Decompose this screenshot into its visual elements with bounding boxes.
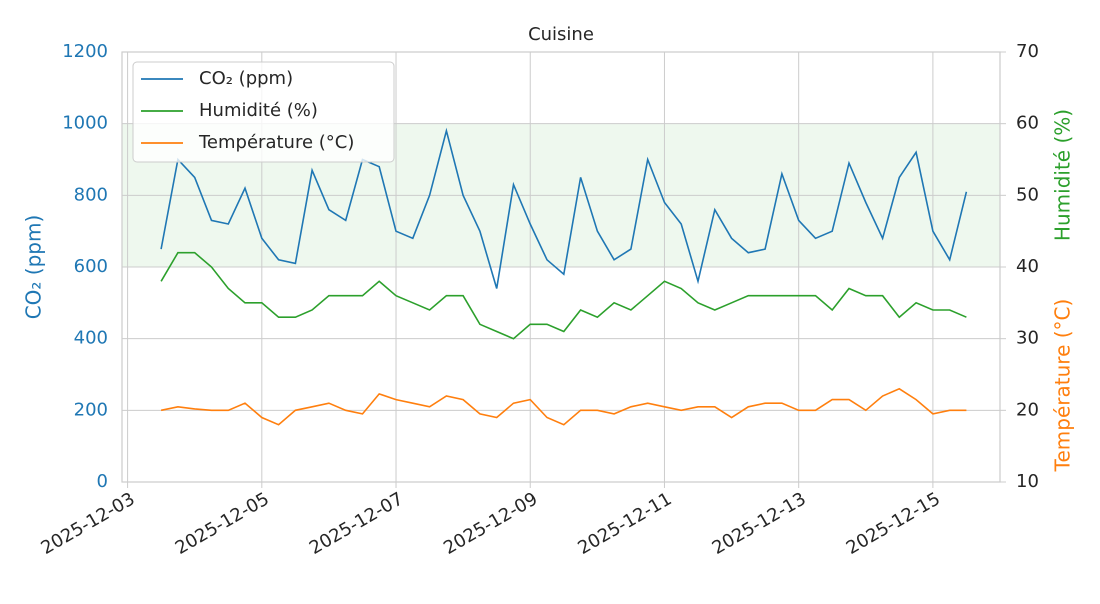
y2-axis-label: Humidité (%): [1051, 109, 1075, 241]
y-tick-label: 600: [74, 256, 108, 277]
x-tick-label: 2025-12-11: [574, 488, 675, 558]
y-tick-label: 1200: [62, 41, 108, 62]
x-tick-label: 2025-12-15: [843, 488, 944, 558]
y2-tick-label: 60: [1016, 113, 1039, 134]
x-tick-label: 2025-12-09: [440, 488, 541, 558]
y2-tick-label: 30: [1016, 328, 1039, 349]
x-tick-label: 2025-12-13: [709, 488, 810, 558]
x-tick-label: 2025-12-03: [37, 488, 138, 558]
series-line: [160, 127, 968, 289]
series-line: [160, 251, 967, 340]
y-axis-label: CO₂ (ppm): [22, 215, 46, 320]
series-line: [160, 387, 967, 426]
y-tick-label: 1000: [62, 113, 108, 134]
y-tick-label: 800: [74, 184, 108, 205]
x-tick-label: 2025-12-07: [306, 488, 407, 558]
x-tick-label: 2025-12-05: [172, 488, 273, 558]
y-tick-label: 200: [74, 399, 108, 420]
y2-tick-label: 70: [1016, 41, 1039, 62]
legend-label: CO₂ (ppm): [199, 68, 293, 89]
y2-tick-label: 10: [1016, 471, 1039, 492]
y-tick-label: 400: [74, 328, 108, 349]
legend-label: Température (°C): [198, 132, 354, 153]
y2-tick-label: 40: [1016, 256, 1039, 277]
legend-label: Humidité (%): [199, 100, 318, 121]
chart-title: Cuisine: [528, 24, 594, 45]
y2-axis-label: Température (°C): [1051, 299, 1075, 473]
y2-tick-label: 50: [1016, 184, 1039, 205]
plot-frame: [121, 51, 1001, 483]
y-tick-label: 0: [97, 471, 108, 492]
legend-box: [132, 61, 395, 163]
y2-tick-label: 20: [1016, 399, 1039, 420]
